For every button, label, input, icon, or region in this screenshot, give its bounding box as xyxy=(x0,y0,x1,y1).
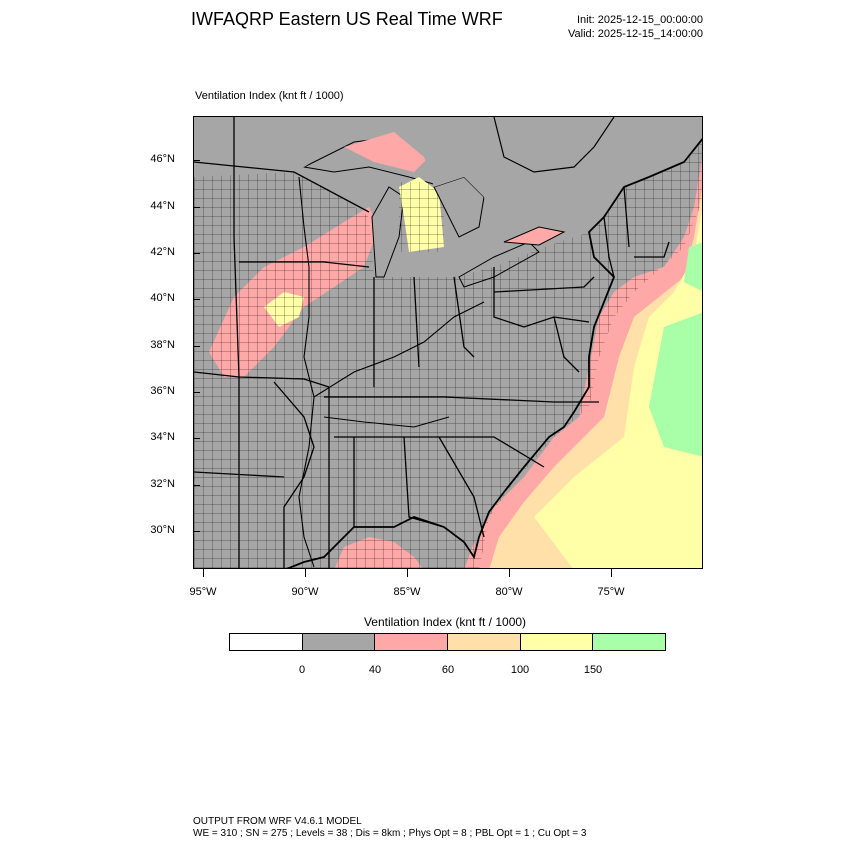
us-land-counties xyxy=(194,139,702,568)
colorbar-bin xyxy=(448,634,521,650)
valid-time: Valid: 2025-12-15_14:00:00 xyxy=(568,28,703,40)
lon-label-95: 95°W xyxy=(189,586,217,598)
lat-tick xyxy=(193,253,200,254)
map-panel xyxy=(193,116,703,569)
lat-tick xyxy=(193,392,200,393)
colorbar-label: 100 xyxy=(510,664,530,676)
lat-tick xyxy=(193,207,200,208)
lat-label-38: 38°N xyxy=(150,339,175,351)
lat-label-42: 42°N xyxy=(150,246,175,258)
coastline xyxy=(286,138,702,568)
model-info-line1: OUTPUT FROM WRF V4.6.1 MODEL xyxy=(193,816,362,827)
lake-michigan xyxy=(371,186,405,278)
tennessee-line xyxy=(323,416,450,428)
lat-tick xyxy=(193,346,200,347)
lat-label-30: 30°N xyxy=(150,524,175,536)
colorbar-bin xyxy=(375,634,449,650)
lat-tick xyxy=(193,160,200,161)
map-svg xyxy=(194,117,702,568)
colorbar-bin xyxy=(520,634,594,650)
model-info: OUTPUT FROM WRF V4.6.1 MODEL WE = 310 ; … xyxy=(193,816,586,840)
lat-tick xyxy=(193,531,200,532)
colorbar-label: 60 xyxy=(441,664,455,676)
lon-tick xyxy=(407,569,408,577)
colorbar-bin xyxy=(230,634,303,650)
lon-tick xyxy=(203,569,204,577)
lon-label-80: 80°W xyxy=(495,586,523,598)
lon-label-85: 85°W xyxy=(393,586,421,598)
colorbar-bin xyxy=(593,634,666,650)
canada-land xyxy=(194,117,702,237)
init-time: Init: 2025-12-15_00:00:00 xyxy=(577,14,703,26)
lat-label-32: 32°N xyxy=(150,478,175,490)
ocean-yellow xyxy=(534,209,702,568)
colorbar-title: Ventilation Index (knt ft / 1000) xyxy=(363,615,527,629)
lat-label-34: 34°N xyxy=(150,431,175,443)
run-times: Init: 2025-12-15_00:00:00 Valid: 2025-12… xyxy=(568,13,703,41)
lon-tick xyxy=(611,569,612,577)
lat-label-44: 44°N xyxy=(150,200,175,212)
colorbar-bin xyxy=(302,634,376,650)
lon-label-75: 75°W xyxy=(597,586,625,598)
colorbar-label: 0 xyxy=(298,664,306,676)
mississippi-river xyxy=(298,176,315,568)
michigan-counties xyxy=(399,182,444,252)
lon-tick xyxy=(509,569,510,577)
plot-title: IWFAQRP Eastern US Real Time WRF xyxy=(191,9,503,29)
colorbar xyxy=(229,633,666,651)
lat-tick xyxy=(193,438,200,439)
lat-tick xyxy=(193,299,200,300)
lat-label-46: 46°N xyxy=(150,153,175,165)
lon-label-90: 90°W xyxy=(291,586,319,598)
ocean-green-1 xyxy=(684,242,702,291)
colorbar-label: 40 xyxy=(368,664,382,676)
lake-ontario xyxy=(503,226,566,246)
lat-tick xyxy=(193,485,200,486)
hudson-bay-line xyxy=(493,117,615,173)
ohio-river xyxy=(313,301,485,398)
panel-label: Ventilation Index (knt ft / 1000) xyxy=(195,90,344,102)
lat-label-40: 40°N xyxy=(150,292,175,304)
lat-label-36: 36°N xyxy=(150,385,175,397)
lon-tick xyxy=(305,569,306,577)
model-info-line2: WE = 310 ; SN = 275 ; Levels = 38 ; Dis … xyxy=(193,828,587,839)
ocean-green-2 xyxy=(649,312,702,457)
colorbar-label: 150 xyxy=(583,664,603,676)
